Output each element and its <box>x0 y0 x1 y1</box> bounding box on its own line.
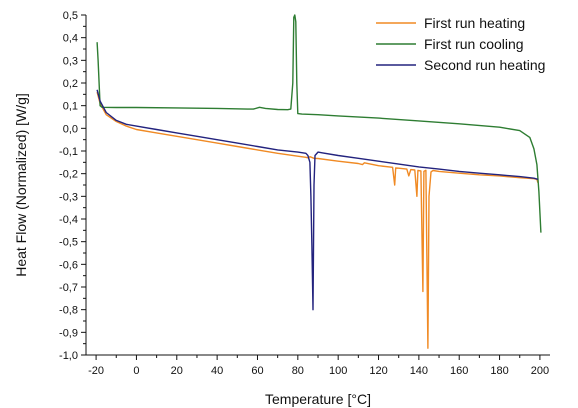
y-tick-label: 0,5 <box>63 10 78 22</box>
x-tick-label: -20 <box>88 365 104 377</box>
x-tick-label: 160 <box>450 365 468 377</box>
y-tick-label: -0,9 <box>59 327 78 339</box>
series-line-2 <box>96 14 542 233</box>
x-tick-label: 40 <box>211 365 223 377</box>
legend-label-2: First run cooling <box>424 36 524 52</box>
y-tick-label: -0,6 <box>59 259 78 271</box>
x-tick-label: 80 <box>292 365 304 377</box>
legend: First run heating First run cooling Second… <box>376 15 545 73</box>
y-tick-label: -0,8 <box>59 305 78 317</box>
series-line-1 <box>96 91 539 349</box>
y-tick-label: 0,1 <box>63 101 78 113</box>
y-tick-label: -0,2 <box>59 169 78 181</box>
x-tick-label: 0 <box>133 365 139 377</box>
y-tick-label: 0,4 <box>63 33 78 45</box>
x-tick-label: 180 <box>490 365 508 377</box>
y-tick-label: 0,2 <box>63 78 78 90</box>
y-tick-label: 0,0 <box>63 123 78 135</box>
plot-lines <box>96 14 542 349</box>
x-tick-label: 20 <box>171 365 183 377</box>
series-line-3 <box>96 89 539 311</box>
x-tick-label: 200 <box>531 365 549 377</box>
y-tick-label: -0,7 <box>59 282 78 294</box>
y-tick-label: 0,3 <box>63 55 78 67</box>
y-tick-label: -0,3 <box>59 191 78 203</box>
x-tick-label: 120 <box>369 365 387 377</box>
tick-labels: -20 0 20 40 60 80 100 120 140 160 180 200 0,5 0,4 0,3 0… <box>59 10 549 377</box>
x-tick-label: 60 <box>251 365 263 377</box>
legend-label-1: First run heating <box>424 15 525 31</box>
y-tick-label: -0,5 <box>59 237 78 249</box>
y-tick-label: -0,1 <box>59 146 78 158</box>
x-axis-title: Temperature [°C] <box>265 391 371 407</box>
y-tick-label: -1,0 <box>59 350 78 362</box>
x-tick-label: 100 <box>329 365 347 377</box>
legend-label-3: Second run heating <box>424 57 545 73</box>
y-axis-title: Heat Flow (Normalized) [W/g] <box>13 93 29 277</box>
y-tick-label: -0,4 <box>59 214 78 226</box>
x-tick-label: 140 <box>410 365 428 377</box>
ticks <box>81 14 541 360</box>
